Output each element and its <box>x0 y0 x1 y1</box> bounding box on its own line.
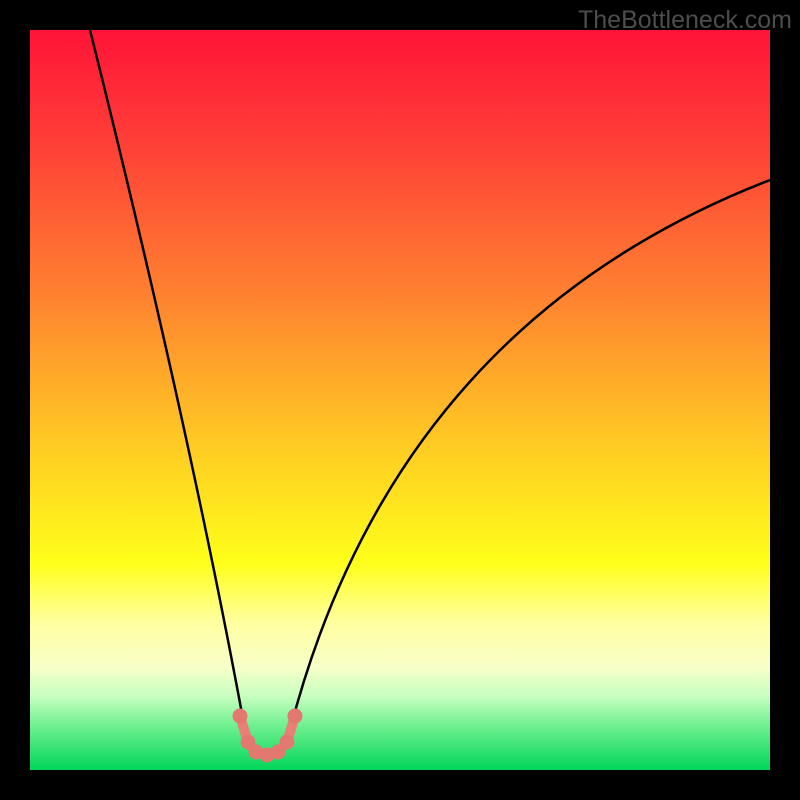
trough-marker <box>288 709 303 724</box>
trough-marker <box>233 709 248 724</box>
trough-marker <box>280 735 295 750</box>
chart-background-gradient <box>30 30 770 770</box>
curve-left <box>90 30 245 730</box>
chart-svg <box>30 30 770 770</box>
curve-right <box>290 180 770 730</box>
attribution-text: TheBottleneck.com <box>578 6 792 35</box>
